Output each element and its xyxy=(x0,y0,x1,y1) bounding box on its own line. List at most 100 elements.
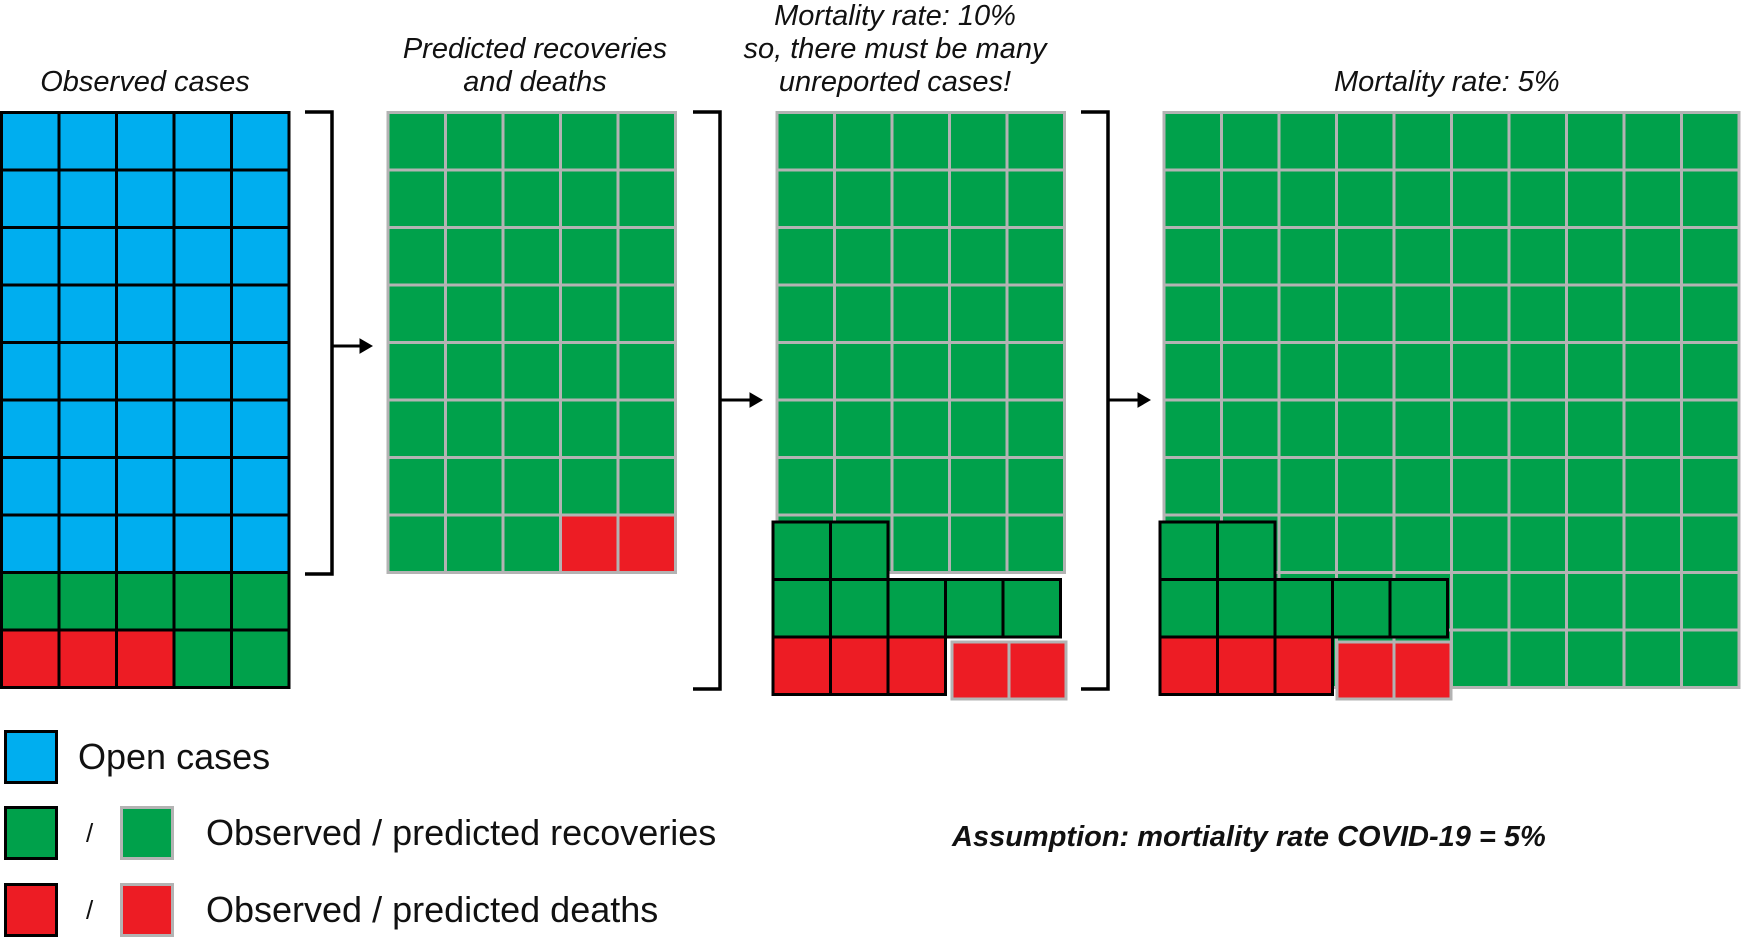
predicted-recovery-cell xyxy=(948,283,1009,344)
open-case-cell xyxy=(230,226,291,287)
panel-2-title-line-1: Predicted recoveries xyxy=(402,33,668,65)
open-case-cell xyxy=(230,341,291,402)
predicted-recovery-cell xyxy=(1565,513,1626,574)
predicted-recovery-cell xyxy=(501,398,562,459)
predicted-recovery-cell xyxy=(1335,226,1396,287)
predicted-death-cell xyxy=(559,513,620,574)
predicted-recovery-cell xyxy=(1680,168,1741,229)
predicted-recovery-cell xyxy=(1680,226,1741,287)
open-case-cell xyxy=(57,111,118,172)
legend-deaths-label: Observed / predicted deaths xyxy=(206,889,659,930)
predicted-recovery-cell xyxy=(1392,168,1453,229)
predicted-recovery-cell xyxy=(948,513,1009,574)
predicted-recovery-cell xyxy=(1450,341,1511,402)
panel-1-title: Observed cases xyxy=(0,66,290,99)
predicted-recovery-cell xyxy=(890,456,951,517)
observed-recovery-cell xyxy=(115,571,176,632)
predicted-recovery-cell xyxy=(386,226,447,287)
predicted-recovery-cell xyxy=(890,283,951,344)
predicted-recovery-cell xyxy=(616,398,677,459)
predicted-recovery-cell xyxy=(1450,456,1511,517)
open-case-cell xyxy=(57,168,118,229)
predicted-recovery-cell xyxy=(501,168,562,229)
predicted-recovery-cell xyxy=(1277,226,1338,287)
panel-3-title: Mortality rate: 10% so, there must be ma… xyxy=(725,0,1065,99)
panel-2-title-line-2: and deaths xyxy=(463,66,607,98)
panel-4-title: Mortality rate: 5% xyxy=(1164,66,1742,99)
observed-recovery-cell xyxy=(1216,520,1277,581)
predicted-recovery-cell xyxy=(386,456,447,517)
predicted-recovery-cell xyxy=(386,513,447,574)
legend-open-swatch xyxy=(4,730,58,784)
observed-recovery-cell xyxy=(829,578,890,639)
predicted-recovery-cell xyxy=(1335,168,1396,229)
bracket-2 xyxy=(693,110,722,691)
predicted-recovery-cell xyxy=(1680,283,1741,344)
predicted-recovery-cell xyxy=(890,513,951,574)
predicted-recovery-cell xyxy=(386,398,447,459)
predicted-recovery-cell xyxy=(1220,456,1281,517)
predicted-recovery-cell xyxy=(1162,283,1223,344)
predicted-recovery-cell xyxy=(559,398,620,459)
predicted-recovery-cell xyxy=(890,341,951,402)
predicted-recovery-cell xyxy=(1622,571,1683,632)
open-case-cell xyxy=(57,398,118,459)
predicted-recovery-cell xyxy=(1005,513,1066,574)
predicted-recovery-cell xyxy=(1565,226,1626,287)
predicted-recovery-cell xyxy=(444,456,505,517)
observed-recovery-cell xyxy=(1158,520,1219,581)
predicted-recovery-cell xyxy=(501,226,562,287)
predicted-recovery-cell xyxy=(948,341,1009,402)
predicted-recovery-cell xyxy=(833,456,894,517)
predicted-recovery-cell xyxy=(1335,341,1396,402)
predicted-recovery-cell xyxy=(1220,398,1281,459)
predicted-recovery-cell xyxy=(1162,398,1223,459)
open-case-cell xyxy=(172,456,233,517)
predicted-recovery-cell xyxy=(1277,398,1338,459)
predicted-death-cell xyxy=(1335,640,1396,701)
legend-predicted-death-swatch xyxy=(120,883,174,937)
predicted-recovery-cell xyxy=(1162,226,1223,287)
panel-3-title-line-1: Mortality rate: 10% xyxy=(774,0,1016,32)
predicted-recovery-cell xyxy=(1005,341,1066,402)
predicted-recovery-cell xyxy=(1622,226,1683,287)
predicted-recovery-cell xyxy=(1680,111,1741,172)
open-case-cell xyxy=(115,513,176,574)
predicted-recovery-cell xyxy=(1507,456,1568,517)
predicted-recovery-cell xyxy=(948,226,1009,287)
predicted-recovery-cell xyxy=(1565,628,1626,689)
open-case-cell xyxy=(230,168,291,229)
predicted-recovery-cell xyxy=(1450,168,1511,229)
predicted-recovery-cell xyxy=(1507,283,1568,344)
predicted-recovery-cell xyxy=(1622,111,1683,172)
predicted-recovery-cell xyxy=(833,226,894,287)
predicted-recovery-cell xyxy=(1565,456,1626,517)
observed-recovery-cell xyxy=(771,520,832,581)
predicted-recovery-cell xyxy=(501,283,562,344)
open-case-cell xyxy=(0,226,61,287)
predicted-recovery-cell xyxy=(1392,513,1453,574)
predicted-recovery-cell xyxy=(1335,398,1396,459)
predicted-recovery-cell xyxy=(1277,456,1338,517)
predicted-recovery-cell xyxy=(890,111,951,172)
observed-death-cell xyxy=(1273,635,1334,696)
open-case-cell xyxy=(172,398,233,459)
predicted-recovery-cell xyxy=(1392,226,1453,287)
predicted-recovery-cell xyxy=(775,111,836,172)
observed-recovery-cell xyxy=(1158,578,1219,639)
predicted-death-cell xyxy=(616,513,677,574)
predicted-recovery-cell xyxy=(1622,628,1683,689)
predicted-recovery-cell xyxy=(1450,111,1511,172)
predicted-recovery-cell xyxy=(1507,226,1568,287)
predicted-recovery-cell xyxy=(1680,456,1741,517)
predicted-recovery-cell xyxy=(1005,111,1066,172)
predicted-recovery-cell xyxy=(444,341,505,402)
open-case-cell xyxy=(115,111,176,172)
predicted-recovery-cell xyxy=(1622,283,1683,344)
predicted-recovery-cell xyxy=(386,111,447,172)
open-case-cell xyxy=(115,226,176,287)
predicted-recovery-cell xyxy=(559,111,620,172)
open-case-cell xyxy=(57,341,118,402)
predicted-recovery-cell xyxy=(1680,341,1741,402)
panel-1-title-line-1: Observed cases xyxy=(40,66,250,98)
